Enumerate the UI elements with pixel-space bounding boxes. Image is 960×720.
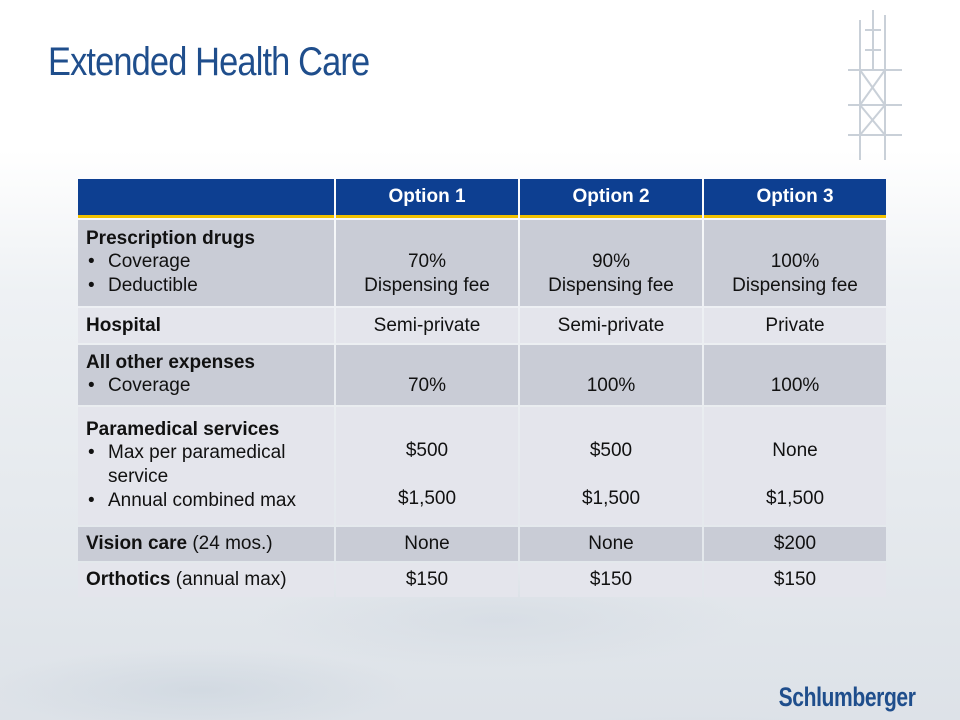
row-label-cell: Orthotics (annual max) bbox=[78, 563, 334, 597]
table-row: Orthotics (annual max) $150 $150 $150 bbox=[78, 563, 886, 597]
value-line: Dispensing fee bbox=[732, 275, 858, 296]
row-label-cell: Vision care (24 mos.) bbox=[78, 527, 334, 561]
value-cell: 100% bbox=[704, 345, 886, 405]
value-line: 100% bbox=[586, 375, 636, 396]
table-row: Vision care (24 mos.) None None $200 bbox=[78, 527, 886, 561]
row-label: All other expenses bbox=[86, 352, 255, 373]
row-label-cell: Hospital bbox=[78, 308, 334, 343]
value-cell: None $1,500 bbox=[704, 407, 886, 525]
value-line: 100% bbox=[770, 375, 820, 396]
row-label: Orthotics bbox=[86, 569, 171, 590]
table-row: All other expenses Coverage 70% 100% 100… bbox=[78, 345, 886, 405]
value-line: $500 bbox=[405, 440, 449, 461]
benefits-table: Option 1 Option 2 Option 3 Prescription … bbox=[76, 177, 888, 599]
value-cell: None bbox=[520, 527, 702, 561]
row-bullet: Coverage bbox=[86, 250, 326, 274]
value-cell: Semi-private bbox=[520, 308, 702, 343]
value-cell: Private bbox=[704, 308, 886, 343]
row-label: Prescription drugs bbox=[86, 228, 255, 249]
row-bullet: Coverage bbox=[86, 374, 326, 398]
row-label: Hospital bbox=[86, 314, 161, 336]
row-label: Vision care bbox=[86, 533, 188, 554]
slide-title: Extended Health Care bbox=[48, 40, 370, 84]
value-cell: Semi-private bbox=[336, 308, 518, 343]
row-bullet: Max per paramedical service bbox=[86, 441, 326, 489]
table-row: Prescription drugs Coverage Deductible 7… bbox=[78, 220, 886, 306]
value-cell: $200 bbox=[704, 527, 886, 561]
header-option-1: Option 1 bbox=[336, 179, 518, 218]
row-bullet: Annual combined max bbox=[86, 489, 326, 513]
header-option-2: Option 2 bbox=[520, 179, 702, 218]
value-line: 100% bbox=[770, 251, 820, 272]
value-line: $500 bbox=[589, 440, 633, 461]
value-cell: 100% Dispensing fee bbox=[704, 220, 886, 306]
value-line: 70% bbox=[407, 251, 447, 272]
value-cell: $150 bbox=[336, 563, 518, 597]
header-empty-cell bbox=[78, 179, 334, 218]
row-note: (annual max) bbox=[175, 569, 287, 590]
value-cell: $500 $1,500 bbox=[336, 407, 518, 525]
value-line: 90% bbox=[591, 251, 631, 272]
value-line: $1,500 bbox=[765, 488, 825, 509]
value-cell: 70% bbox=[336, 345, 518, 405]
value-cell: 100% bbox=[520, 345, 702, 405]
row-label-cell: Prescription drugs Coverage Deductible bbox=[78, 220, 334, 306]
row-label-cell: All other expenses Coverage bbox=[78, 345, 334, 405]
value-cell: None bbox=[336, 527, 518, 561]
value-line: $1,500 bbox=[397, 488, 457, 509]
value-cell: $500 $1,500 bbox=[520, 407, 702, 525]
value-line: 70% bbox=[407, 375, 447, 396]
row-label: Paramedical services bbox=[86, 419, 280, 440]
value-cell: 90% Dispensing fee bbox=[520, 220, 702, 306]
oil-rig-image bbox=[848, 10, 902, 160]
schlumberger-logo: Schlumberger bbox=[779, 682, 916, 712]
table-header-row: Option 1 Option 2 Option 3 bbox=[78, 179, 886, 218]
table-row: Hospital Semi-private Semi-private Priva… bbox=[78, 308, 886, 343]
value-line: None bbox=[772, 440, 818, 461]
row-bullet: Deductible bbox=[86, 274, 326, 298]
value-line: Dispensing fee bbox=[364, 275, 490, 296]
table-row: Paramedical services Max per paramedical… bbox=[78, 407, 886, 525]
row-label-cell: Paramedical services Max per paramedical… bbox=[78, 407, 334, 525]
value-cell: 70% Dispensing fee bbox=[336, 220, 518, 306]
value-line: $1,500 bbox=[581, 488, 641, 509]
row-note: (24 mos.) bbox=[192, 533, 273, 554]
value-cell: $150 bbox=[520, 563, 702, 597]
value-line: Dispensing fee bbox=[548, 275, 674, 296]
value-cell: $150 bbox=[704, 563, 886, 597]
header-option-3: Option 3 bbox=[704, 179, 886, 218]
